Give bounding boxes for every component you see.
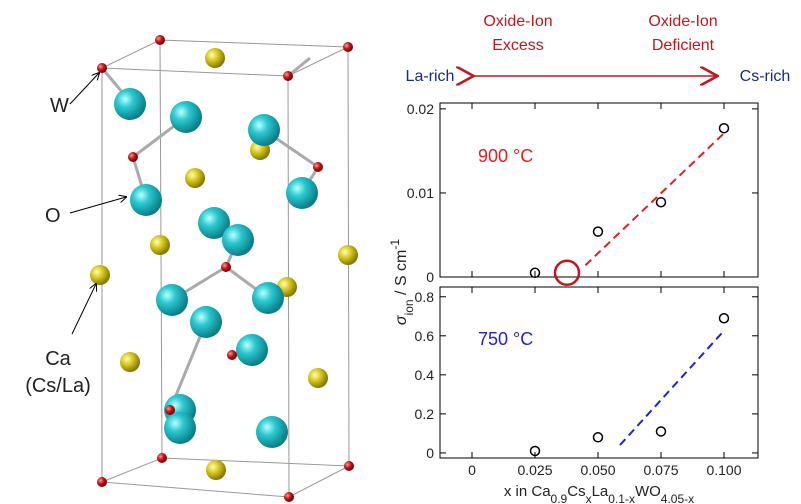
- atom-w: [128, 152, 138, 162]
- point: [719, 314, 728, 323]
- point: [656, 427, 665, 436]
- fit-line: [585, 133, 724, 265]
- y-tick-label: 0.2: [415, 406, 435, 422]
- atom-w: [97, 477, 107, 487]
- x-axis-label: x in Ca0.9CsxLa0.1-xWO4.05-x: [504, 483, 694, 504]
- y-tick-label: 0: [426, 445, 434, 461]
- atom-ca: [120, 352, 140, 372]
- atom-o: [190, 306, 222, 338]
- y-tick-label: 0.02: [407, 101, 434, 117]
- arrow: [70, 73, 99, 104]
- label-part: 0.1-x: [608, 492, 635, 504]
- atom-o: [252, 282, 284, 314]
- atom-w: [227, 350, 237, 360]
- x-tick-label: 0.100: [706, 462, 741, 478]
- arrow: [72, 284, 96, 334]
- atom-w: [343, 42, 353, 52]
- atom-label: W: [50, 95, 69, 117]
- label-part: -1: [388, 239, 402, 250]
- highlight-circle: [555, 261, 579, 285]
- point: [719, 124, 728, 133]
- atom-ca: [338, 245, 358, 265]
- plots: 0 0.01 0.02 900 °C σion / S cm-1 0 0.2 0.4 0.6 0.…: [388, 101, 758, 504]
- label-part: x in Ca: [504, 483, 551, 500]
- header-label: Oxide-Ion: [483, 13, 552, 30]
- atom-w: [157, 453, 167, 463]
- atom-w: [344, 461, 354, 471]
- label-part: Cs: [567, 483, 585, 500]
- atom-ca: [308, 368, 328, 388]
- atom-ca: [90, 265, 110, 285]
- header-label: La-rich: [406, 68, 455, 85]
- x-tick-label: 0.050: [580, 462, 615, 478]
- atom-o: [130, 184, 162, 216]
- atom-w: [155, 35, 165, 45]
- annotation: 750 °C: [478, 329, 533, 349]
- arrow: [70, 197, 126, 213]
- atom-label: (Cs/La): [25, 375, 91, 397]
- x-tick-label: 0.025: [517, 462, 552, 478]
- y-tick-label: 0.6: [415, 328, 435, 344]
- label-part: / S cm: [393, 250, 410, 300]
- atom-ca: [205, 48, 225, 68]
- header-label: Cs-rich: [740, 68, 791, 85]
- x-tick-label: 0: [468, 462, 476, 478]
- point: [593, 227, 602, 236]
- label-part: 4.05-x: [661, 492, 694, 504]
- atom-w: [97, 63, 107, 73]
- point: [593, 433, 602, 442]
- atom-o: [248, 114, 280, 146]
- atom-w: [284, 492, 294, 502]
- atom-w: [283, 71, 293, 81]
- point: [656, 198, 665, 207]
- atom-o: [286, 177, 318, 209]
- atom-ca: [185, 168, 205, 188]
- atom-w: [165, 405, 175, 415]
- header-label: Deficient: [652, 37, 715, 54]
- x-tick-label: 0.075: [643, 462, 678, 478]
- atom-label: Ca: [45, 348, 71, 370]
- fit-line: [620, 331, 724, 445]
- header-label: Excess: [492, 37, 544, 54]
- annotation: 900 °C: [478, 146, 533, 166]
- y-tick-label: 0.8: [415, 289, 435, 305]
- label-part: 0.9: [551, 492, 568, 504]
- atom-o: [236, 334, 268, 366]
- atom-ca: [150, 235, 170, 255]
- header: Oxide-Ion Excess Oxide-Ion Deficient La-…: [406, 13, 791, 85]
- atom-o: [164, 412, 196, 444]
- label-part: WO: [635, 483, 661, 500]
- y-axis-label: σion / S cm-1: [388, 239, 416, 325]
- y-tick-label: 0.4: [415, 367, 435, 383]
- atom-w: [313, 162, 323, 172]
- atom-label: O: [45, 205, 61, 227]
- atom-o: [256, 416, 288, 448]
- structure-labels: W O Ca (Cs/La): [25, 73, 126, 397]
- atoms: [90, 35, 358, 502]
- y-tick-label: 0.01: [407, 185, 434, 201]
- atom-o: [170, 101, 202, 133]
- atom-w: [221, 262, 231, 272]
- header-label: Oxide-Ion: [648, 13, 717, 30]
- label-part: La: [592, 483, 609, 500]
- atom-ca: [206, 460, 226, 480]
- atom-o: [222, 224, 254, 256]
- atom-o: [114, 88, 146, 120]
- atom-o: [156, 284, 188, 316]
- figure: W O Ca (Cs/La) Oxide-Ion Excess Oxide-Io…: [0, 0, 801, 504]
- y-tick-label: 0: [426, 269, 434, 285]
